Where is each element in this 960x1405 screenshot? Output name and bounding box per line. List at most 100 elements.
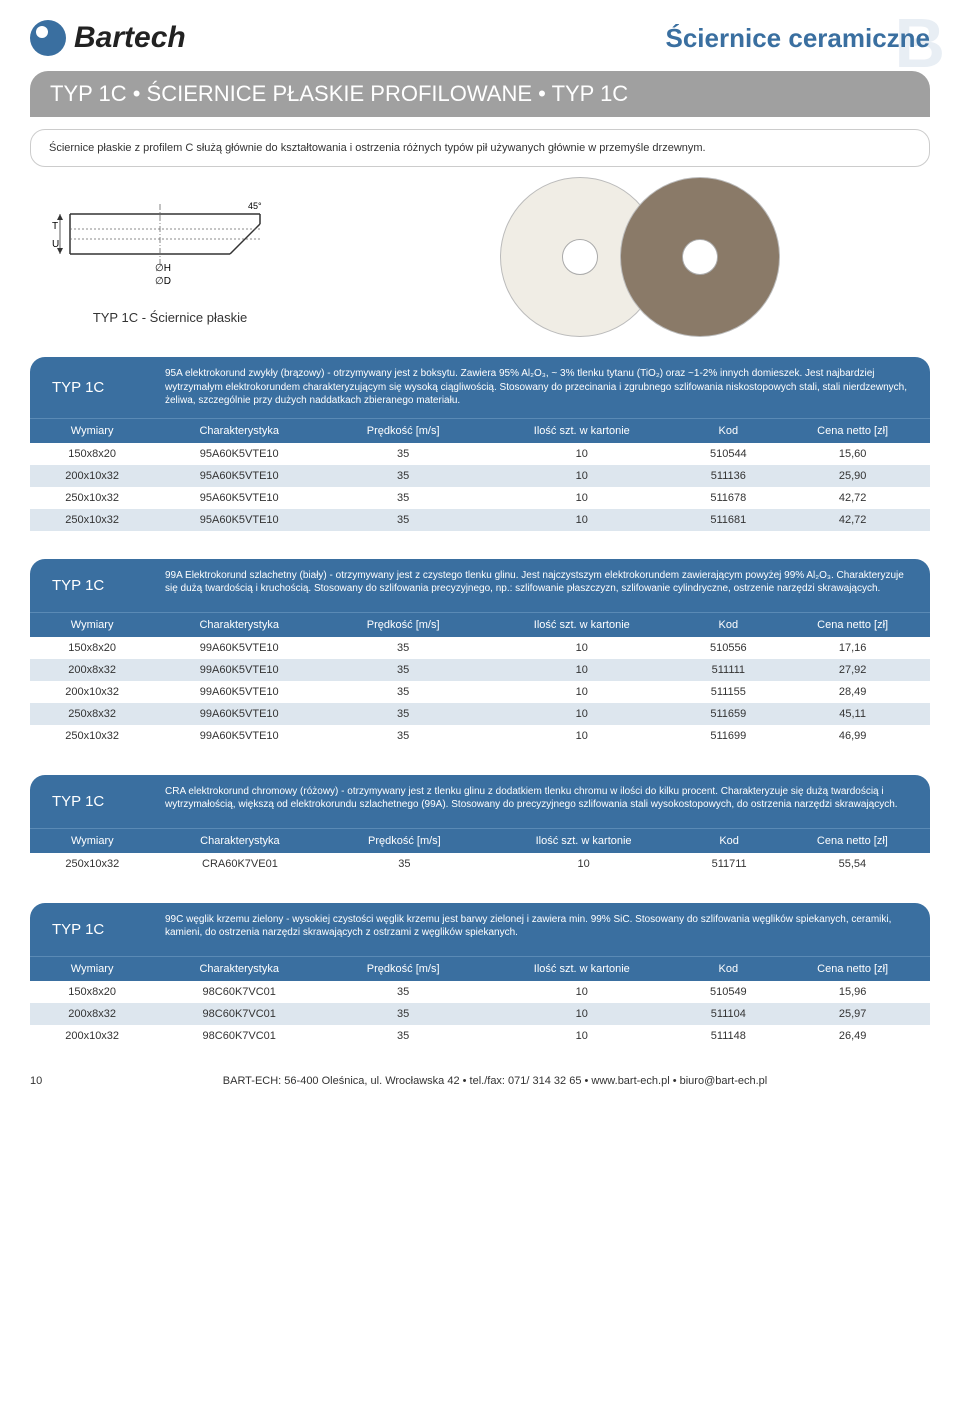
logo-icon xyxy=(30,20,66,56)
table-cell: 10 xyxy=(482,981,681,1003)
table-cell: 10 xyxy=(482,1025,681,1047)
table-row: 250x10x3295A60K5VTE10351051167842,72 xyxy=(30,487,930,509)
table-cell: 10 xyxy=(482,465,681,487)
product-table: WymiaryCharakterystykaPrędkość [m/s]Iloś… xyxy=(30,956,930,1047)
label-angle: 45° xyxy=(248,201,262,211)
section-description: CRA elektrokorund chromowy (różowy) - ot… xyxy=(160,775,930,828)
product-section: TYP 1CCRA elektrokorund chromowy (różowy… xyxy=(30,775,930,875)
table-cell: 10 xyxy=(484,853,684,875)
table-header-cell: Wymiary xyxy=(30,828,155,853)
table-header-cell: Prędkość [m/s] xyxy=(324,418,482,443)
section-header: TYP 1C99A Elektrokorund szlachetny (biał… xyxy=(30,559,930,612)
table-cell: 150x8x20 xyxy=(30,637,154,659)
table-cell: 200x8x32 xyxy=(30,659,154,681)
table-header-cell: Charakterystyka xyxy=(155,828,325,853)
logo: Bartech xyxy=(30,20,186,56)
title-bar: TYP 1C • ŚCIERNICE PŁASKIE PROFILOWANE •… xyxy=(30,71,930,117)
section-type-label: TYP 1C xyxy=(30,357,160,418)
diagram-svg: T U ∅H ∅D 45° xyxy=(30,189,290,299)
table-cell: 15,96 xyxy=(775,981,930,1003)
intro-text: Ściernice płaskie z profilem C służą głó… xyxy=(30,129,930,167)
table-cell: 511681 xyxy=(681,509,775,531)
table-cell: 45,11 xyxy=(775,703,930,725)
table-cell: 28,49 xyxy=(775,681,930,703)
section-type-label: TYP 1C xyxy=(30,775,160,828)
table-cell: 15,60 xyxy=(775,443,930,465)
table-cell: 511136 xyxy=(681,465,775,487)
table-header-cell: Charakterystyka xyxy=(154,956,324,981)
table-header-cell: Cena netto [zł] xyxy=(775,828,930,853)
table-cell: 35 xyxy=(324,681,482,703)
table-cell: 250x10x32 xyxy=(30,487,154,509)
section-description: 95A elektrokorund zwykły (brązowy) - otr… xyxy=(160,357,930,418)
table-header-cell: Kod xyxy=(681,612,775,637)
table-header-cell: Prędkość [m/s] xyxy=(324,956,482,981)
table-header-cell: Kod xyxy=(684,828,775,853)
table-cell: 35 xyxy=(324,1003,482,1025)
table-cell: 95A60K5VTE10 xyxy=(154,443,324,465)
table-header-cell: Prędkość [m/s] xyxy=(324,612,482,637)
table-cell: 17,16 xyxy=(775,637,930,659)
table-cell: 511711 xyxy=(684,853,775,875)
table-cell: 511659 xyxy=(681,703,775,725)
table-cell: 511148 xyxy=(681,1025,775,1047)
footer-text: BART-ECH: 56-400 Oleśnica, ul. Wrocławsk… xyxy=(60,1075,930,1087)
table-cell: 200x8x32 xyxy=(30,1003,154,1025)
page-number: 10 xyxy=(30,1075,60,1087)
table-header-cell: Ilość szt. w kartonie xyxy=(482,612,681,637)
label-t: T xyxy=(52,221,58,232)
table-cell: 35 xyxy=(325,853,483,875)
table-cell: 511111 xyxy=(681,659,775,681)
table-cell: 511699 xyxy=(681,725,775,747)
page-header: Bartech B Ściernice ceramiczne xyxy=(30,20,930,56)
table-cell: 98C60K7VC01 xyxy=(154,981,324,1003)
table-cell: 95A60K5VTE10 xyxy=(154,487,324,509)
table-row: 200x8x3299A60K5VTE10351051111127,92 xyxy=(30,659,930,681)
table-cell: 200x10x32 xyxy=(30,465,154,487)
technical-diagram: T U ∅H ∅D 45° TYP 1C - Ściernice płaskie xyxy=(30,189,310,325)
table-cell: 55,54 xyxy=(775,853,930,875)
label-d: ∅D xyxy=(155,276,171,287)
table-cell: 35 xyxy=(324,981,482,1003)
table-cell: 27,92 xyxy=(775,659,930,681)
table-cell: 98C60K7VC01 xyxy=(154,1003,324,1025)
table-cell: 250x10x32 xyxy=(30,853,155,875)
table-cell: 25,97 xyxy=(775,1003,930,1025)
table-cell: 35 xyxy=(324,1025,482,1047)
table-header-cell: Ilość szt. w kartonie xyxy=(482,956,681,981)
table-header-cell: Charakterystyka xyxy=(154,418,324,443)
table-cell: 250x8x32 xyxy=(30,703,154,725)
table-cell: 35 xyxy=(324,637,482,659)
table-cell: 150x8x20 xyxy=(30,981,154,1003)
logo-text: Bartech xyxy=(74,21,186,55)
table-cell: 42,72 xyxy=(775,509,930,531)
product-section: TYP 1C95A elektrokorund zwykły (brązowy)… xyxy=(30,357,930,531)
table-cell: 46,99 xyxy=(775,725,930,747)
table-cell: 35 xyxy=(324,487,482,509)
table-header-cell: Wymiary xyxy=(30,956,154,981)
table-row: 200x10x3295A60K5VTE10351051113625,90 xyxy=(30,465,930,487)
table-cell: 99A60K5VTE10 xyxy=(154,725,324,747)
diagram-row: T U ∅H ∅D 45° TYP 1C - Ściernice płaskie xyxy=(30,182,930,332)
table-cell: 99A60K5VTE10 xyxy=(154,703,324,725)
table-cell: 511155 xyxy=(681,681,775,703)
table-cell: 250x10x32 xyxy=(30,509,154,531)
table-header-cell: Ilość szt. w kartonie xyxy=(484,828,684,853)
table-cell: 510556 xyxy=(681,637,775,659)
table-cell: 35 xyxy=(324,725,482,747)
section-header: TYP 1C95A elektrokorund zwykły (brązowy)… xyxy=(30,357,930,418)
table-cell: 25,90 xyxy=(775,465,930,487)
table-header-cell: Kod xyxy=(681,418,775,443)
table-row: 200x10x3298C60K7VC01351051114826,49 xyxy=(30,1025,930,1047)
table-cell: 35 xyxy=(324,659,482,681)
product-section: TYP 1C99C węglik krzemu zielony - wysoki… xyxy=(30,903,930,1047)
table-cell: 99A60K5VTE10 xyxy=(154,681,324,703)
table-cell: 511678 xyxy=(681,487,775,509)
table-cell: 10 xyxy=(482,703,681,725)
table-header-cell: Charakterystyka xyxy=(154,612,324,637)
section-type-label: TYP 1C xyxy=(30,559,160,612)
table-row: 250x10x32CRA60K7VE01351051171155,54 xyxy=(30,853,930,875)
table-header-cell: Cena netto [zł] xyxy=(775,956,930,981)
header-title-text: Ściernice ceramiczne xyxy=(666,23,931,53)
table-row: 250x10x3299A60K5VTE10351051169946,99 xyxy=(30,725,930,747)
